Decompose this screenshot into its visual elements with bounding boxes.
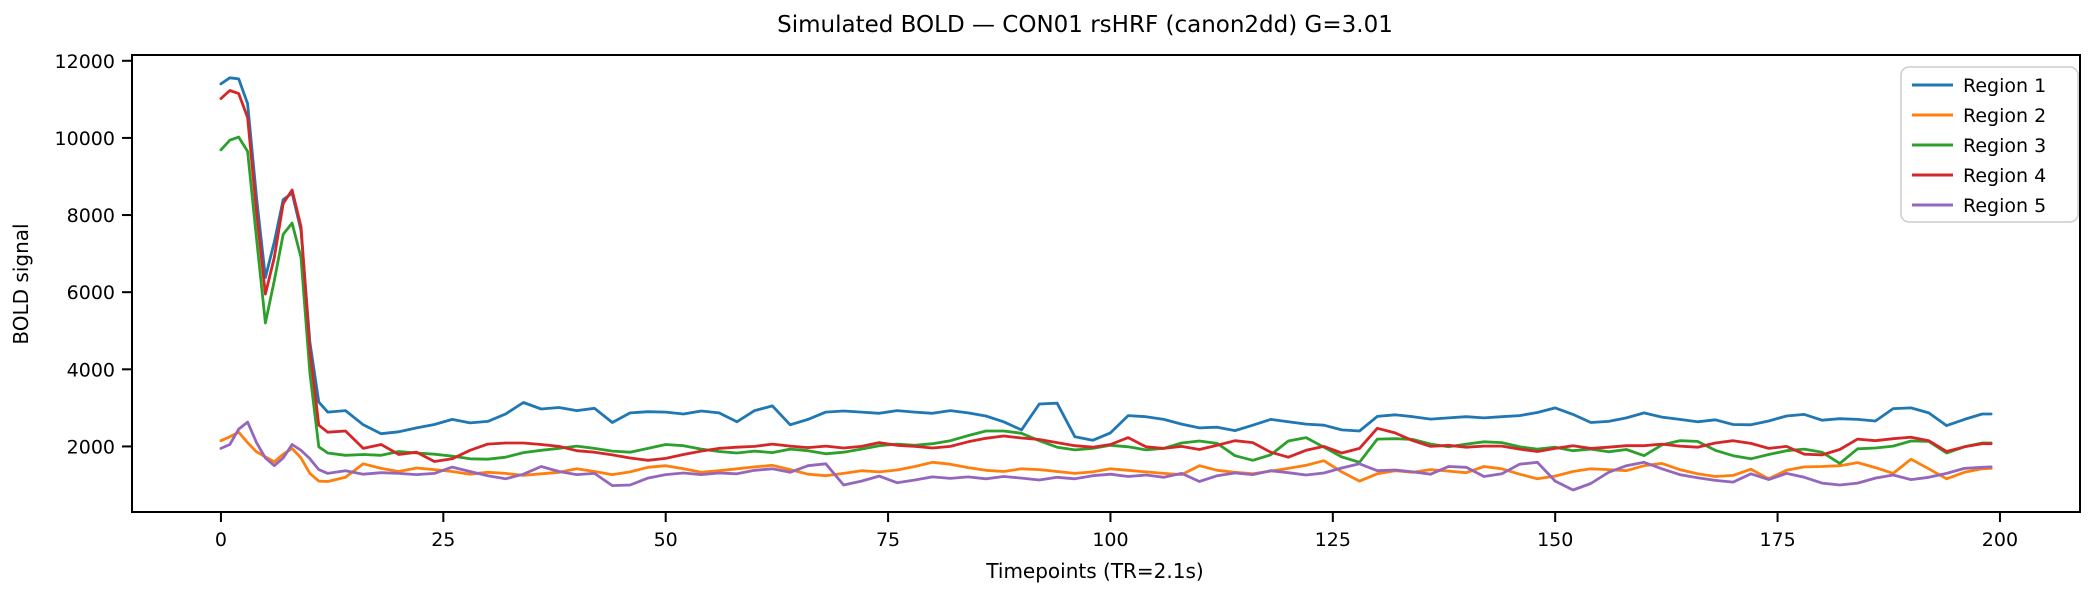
chart-title: Simulated BOLD — CON01 rsHRF (canon2dd) … [777, 12, 1393, 38]
y-axis-label: BOLD signal [9, 223, 33, 344]
series-line-region-5 [219, 420, 1993, 492]
legend-entry-label: Region 3 [1963, 135, 2046, 157]
x-tick-label: 200 [1982, 529, 2018, 551]
legend-entry-label: Region 4 [1963, 165, 2046, 187]
y-tick-label: 8000 [67, 205, 115, 227]
series-line-region-2 [219, 430, 1993, 483]
legend-entry-label: Region 2 [1963, 105, 2046, 127]
x-tick-label: 175 [1759, 529, 1795, 551]
y-tick-label: 2000 [67, 436, 115, 458]
y-tick-label: 4000 [67, 359, 115, 381]
x-tick-label: 100 [1092, 529, 1128, 551]
x-tick-label: 150 [1537, 529, 1573, 551]
y-axis-ticks: 2000 4000 6000 8000 10000 12000 [55, 51, 132, 458]
x-tick-label: 50 [654, 529, 678, 551]
series-line-region-3 [219, 135, 1993, 465]
y-tick-label: 10000 [55, 128, 115, 150]
x-axis-ticks: 0 25 50 75 100 125 150 175 200 [215, 512, 2018, 551]
legend-box [1900, 66, 2079, 223]
y-tick-label: 6000 [67, 282, 115, 304]
series-line-region-1 [219, 76, 1993, 442]
legend-entry-label: Region 1 [1963, 75, 2046, 97]
x-tick-label: 75 [876, 529, 900, 551]
series-lines [219, 76, 1993, 492]
legend-entry-label: Region 5 [1963, 195, 2046, 217]
series-line-region-4 [219, 89, 1993, 463]
legend: Region 1 Region 2 Region 3 Region 4 Region 5 [1900, 66, 2079, 223]
x-tick-label: 25 [431, 529, 455, 551]
y-tick-label: 12000 [55, 51, 115, 73]
plot-frame [131, 54, 2081, 513]
x-tick-label: 125 [1315, 529, 1351, 551]
x-tick-label: 0 [215, 529, 227, 551]
x-axis-label: Timepoints (TR=2.1s) [985, 559, 1203, 583]
